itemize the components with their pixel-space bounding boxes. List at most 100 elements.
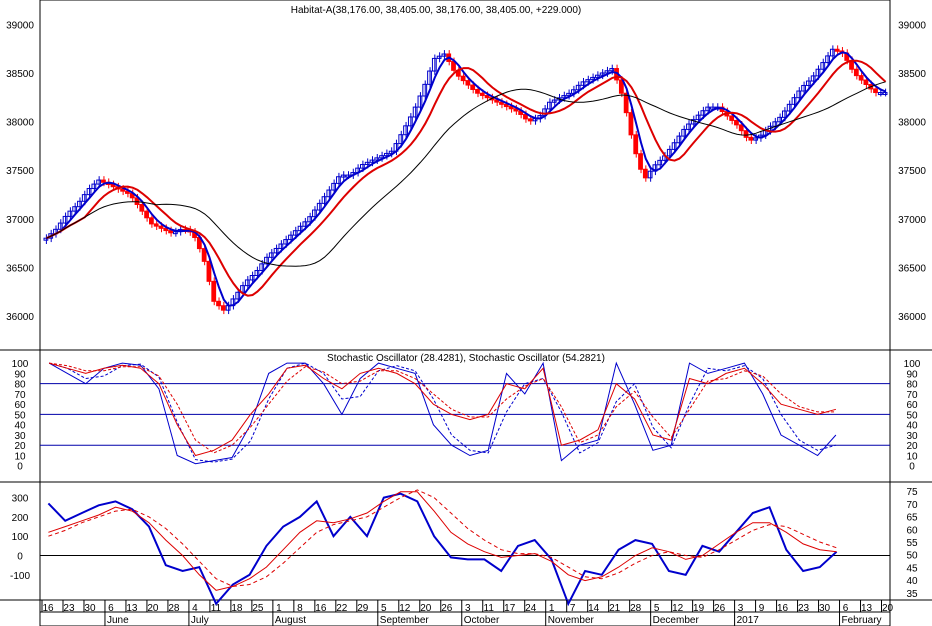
- price-bar: [101, 179, 106, 183]
- price-bar: [72, 206, 78, 212]
- price-bar: [201, 248, 207, 262]
- y-tick-label-left: 39000: [6, 21, 34, 32]
- price-bar: [810, 75, 816, 82]
- price-bar: [125, 190, 130, 194]
- y-tick-label-left: 40: [14, 421, 26, 432]
- price-bar: [379, 155, 384, 159]
- price-bar: [336, 176, 341, 184]
- price-bar: [249, 275, 255, 281]
- price-bar: [436, 55, 442, 59]
- y-tick-label-right: 50: [906, 551, 918, 562]
- x-day-label: 16: [42, 603, 54, 614]
- ma-slow-line: [46, 81, 886, 267]
- y-tick-label-left: 50: [14, 410, 26, 421]
- price-bar: [777, 116, 782, 123]
- stochastic-signal-line: [48, 362, 837, 463]
- y-tick-label-right: 55: [906, 538, 918, 549]
- price-bar: [431, 57, 437, 72]
- price-bar: [566, 92, 571, 97]
- price-bar: [829, 48, 835, 57]
- price-bar: [120, 188, 126, 192]
- price-bar: [695, 114, 701, 121]
- x-day-label: 12: [399, 603, 411, 614]
- x-day-label: 3: [465, 603, 471, 614]
- y-tick-label-right: 70: [906, 390, 918, 401]
- price-bar: [734, 119, 739, 126]
- y-tick-label-left: 80: [14, 380, 26, 391]
- price-bar: [86, 188, 92, 196]
- price-bar: [283, 239, 289, 245]
- x-day-label: 28: [168, 603, 180, 614]
- y-tick-label-right: 36500: [898, 263, 926, 274]
- price-bar: [460, 75, 466, 82]
- y-tick-label-right: 80: [906, 380, 918, 391]
- price-bar: [796, 90, 802, 99]
- y-tick-label-right: 75: [906, 487, 918, 498]
- price-bar: [268, 252, 274, 258]
- x-month-label: September: [380, 615, 430, 626]
- price-bar: [820, 62, 826, 70]
- price-bar: [81, 194, 87, 202]
- price-bar: [484, 94, 490, 99]
- price-bar: [475, 88, 480, 94]
- y-tick-label-left: 10: [14, 451, 26, 462]
- price-bar: [666, 148, 672, 157]
- y-tick-label-left: 0: [17, 552, 23, 563]
- x-month-label: February: [842, 615, 882, 626]
- price-bar: [383, 152, 389, 157]
- price-bar: [134, 197, 140, 205]
- price-bar: [508, 106, 514, 110]
- price-bar: [244, 279, 250, 287]
- price-bar: [738, 124, 744, 132]
- price-bar: [513, 108, 519, 112]
- price-bar: [594, 74, 600, 78]
- price-bar: [278, 243, 284, 249]
- x-day-label: 20: [147, 603, 159, 614]
- price-bar: [62, 215, 68, 224]
- price-bar: [805, 80, 811, 86]
- price-bar: [427, 70, 432, 85]
- price-bar: [618, 79, 624, 94]
- price-bar: [710, 106, 715, 110]
- ma-medium-line: [45, 59, 887, 297]
- y-tick-label-left: 38500: [6, 69, 34, 80]
- price-bar: [638, 153, 643, 170]
- price-bar: [168, 230, 173, 234]
- y-tick-label-right: 20: [906, 441, 918, 452]
- y-tick-label-right: 30: [906, 431, 918, 442]
- y-tick-label-left: 60: [14, 400, 26, 411]
- y-tick-label-left: 37000: [6, 215, 34, 226]
- y-tick-label-left: 36000: [6, 312, 34, 323]
- x-day-label: 13: [126, 603, 138, 614]
- price-bar: [302, 221, 308, 227]
- y-tick-label-right: 35: [906, 589, 918, 600]
- x-axis: 16 23 30 6 13 20 28 4 11 18 25 1 8 16 22 29 5 12 20 26 3 11 17…: [40, 600, 894, 626]
- price-bar: [657, 159, 663, 166]
- price-bar: [753, 137, 759, 141]
- x-month-label: October: [464, 615, 500, 626]
- oscillator-line: [47, 492, 838, 607]
- price-bar: [369, 159, 375, 163]
- y-tick-label-left: 90: [14, 369, 26, 380]
- y-tick-label-left: 37500: [6, 166, 34, 177]
- price-bar: [494, 99, 500, 103]
- price-bar: [259, 263, 265, 272]
- price-bar: [340, 174, 346, 178]
- price-bar: [676, 135, 682, 144]
- price-bar: [91, 183, 97, 190]
- y-tick-label-right: 39000: [898, 21, 926, 32]
- x-day-label: 30: [84, 603, 96, 614]
- y-tick-label-left: 20: [14, 441, 26, 452]
- x-day-label: 17: [504, 603, 516, 614]
- price-bar: [877, 92, 883, 96]
- x-day-label: 23: [798, 603, 810, 614]
- y-tick-label-right: 40: [906, 421, 918, 432]
- y-tick-label-right: 60: [906, 400, 918, 411]
- price-bar: [882, 92, 888, 96]
- plot-border: [39, 0, 891, 626]
- price-bar: [417, 95, 423, 108]
- price-bar: [580, 81, 586, 86]
- y-tick-label-left: 100: [12, 359, 29, 370]
- y-tick-label-right: 40: [906, 576, 918, 587]
